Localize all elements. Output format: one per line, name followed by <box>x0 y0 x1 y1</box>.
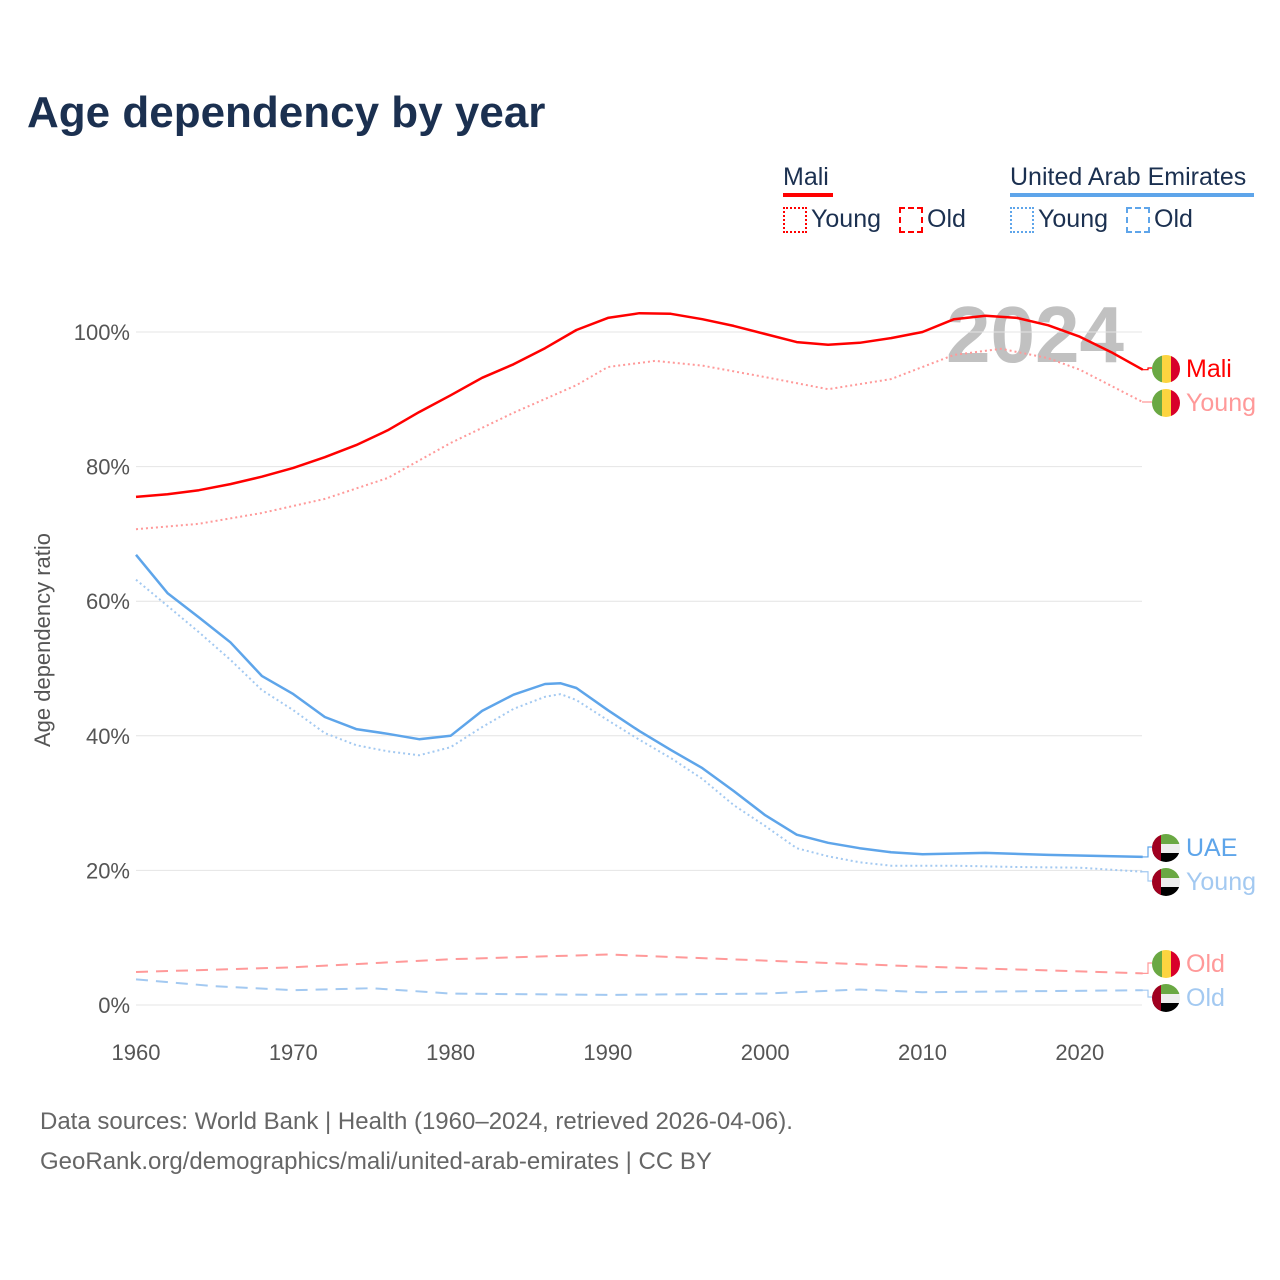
y-tick-label: 0% <box>98 993 130 1018</box>
dashed-swatch-icon <box>1126 206 1150 233</box>
x-tick-label: 2020 <box>1055 1040 1104 1065</box>
y-tick-label: 60% <box>86 589 130 614</box>
end-label-uae-young: Young <box>1186 868 1256 896</box>
series-line-uae-old <box>135 978 1143 996</box>
end-connector <box>1142 871 1152 882</box>
y-tick-label: 100% <box>74 320 130 345</box>
legend-label: Old <box>927 205 966 233</box>
y-tick-label: 20% <box>86 858 130 883</box>
y-axis-label: Age dependency ratio <box>30 533 55 747</box>
x-tick-label: 1970 <box>269 1040 318 1065</box>
series-line-mali-old <box>135 953 1143 975</box>
x-tick-label: 2010 <box>898 1040 947 1065</box>
legend-mali-title: Mali <box>783 163 833 197</box>
flag-mali-icon <box>1152 355 1181 383</box>
end-connector <box>1142 846 1152 858</box>
flag-uae-icon <box>1152 868 1180 897</box>
legend-mali-swatch <box>783 193 833 197</box>
flag-uae-icon <box>1152 834 1180 863</box>
flag-mali-icon <box>1152 950 1181 978</box>
end-label-mali-total: Mali <box>1186 355 1232 383</box>
dotted-swatch-icon <box>783 206 807 233</box>
dotted-swatch-icon <box>1010 206 1034 233</box>
legend-mali-young: Young Old <box>783 205 966 234</box>
x-tick-label: 1960 <box>112 1040 161 1065</box>
flag-mali-icon <box>1152 389 1181 417</box>
legend-mali-label: Mali <box>783 163 829 191</box>
legend-uae-swatch <box>1010 193 1254 197</box>
legend-label: Young <box>1038 205 1108 233</box>
end-label-uae-total: UAE <box>1186 834 1237 862</box>
series-line-mali <box>135 311 1144 499</box>
end-connector <box>1142 367 1152 371</box>
flag-uae-icon <box>1152 984 1180 1013</box>
year-watermark: 2024 <box>946 290 1124 379</box>
dashed-swatch-icon <box>899 206 923 233</box>
series-line-mali-young <box>135 347 1144 531</box>
series-line-uae-young <box>135 578 1143 873</box>
end-label-mali-old: Old <box>1186 950 1225 978</box>
x-tick-label: 2000 <box>741 1040 790 1065</box>
end-connector <box>1142 962 1152 974</box>
source-line-1: Data sources: World Bank | Health (1960–… <box>40 1108 793 1135</box>
source-line-2: GeoRank.org/demographics/mali/united-ara… <box>40 1148 712 1175</box>
y-tick-label: 80% <box>86 455 130 480</box>
y-tick-label: 40% <box>86 724 130 749</box>
legend-label: Old <box>1154 205 1193 233</box>
end-connector <box>1142 989 1152 998</box>
end-label-uae-old: Old <box>1186 984 1225 1012</box>
legend-label: Young <box>811 205 881 233</box>
x-tick-label: 1990 <box>583 1040 632 1065</box>
series-line-uae <box>135 554 1143 859</box>
legend-uae-young: Young Old <box>1010 205 1193 234</box>
x-tick-label: 1980 <box>426 1040 475 1065</box>
legend-uae-title: United Arab Emirates <box>1010 163 1254 197</box>
end-label-mali-young: Young <box>1186 389 1256 417</box>
page-title: Age dependency by year <box>27 88 546 137</box>
legend-uae-label: United Arab Emirates <box>1010 163 1247 191</box>
